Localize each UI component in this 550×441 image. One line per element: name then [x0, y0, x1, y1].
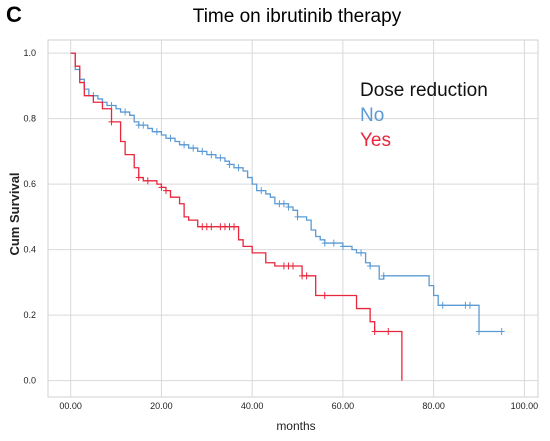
- plot-frame: [47, 39, 539, 398]
- censor-mark: [385, 327, 392, 335]
- series: [70, 52, 505, 381]
- legend-entry-no: No: [360, 105, 384, 126]
- censor-mark: [144, 177, 151, 185]
- x-tick-label: 40.00: [241, 401, 264, 411]
- censor-mark: [226, 160, 233, 168]
- censor-mark: [108, 102, 115, 110]
- x-tick-label: 100.00: [511, 401, 539, 411]
- censor-mark: [217, 154, 224, 162]
- censor-mark: [466, 301, 473, 309]
- chart-title: Time on ibrutinib therapy: [192, 6, 402, 27]
- censor-mark: [258, 187, 265, 195]
- x-tick-label: 60.00: [332, 401, 355, 411]
- y-tick-label: 0.2: [23, 310, 36, 320]
- axes: 0.0 0.2 0.4 0.6 0.8 1.0 00.00 20.00 40.00 60.00 80…: [23, 48, 538, 411]
- x-axis-title: months: [276, 419, 315, 433]
- censor-mark: [199, 147, 206, 155]
- censor-mark: [321, 291, 328, 299]
- series-yes: [70, 52, 403, 381]
- censor-mark: [190, 144, 197, 152]
- censor-mark: [285, 203, 292, 211]
- censor-mark: [181, 141, 188, 149]
- censor-mark: [303, 272, 310, 280]
- grid: [48, 40, 538, 397]
- y-tick-label: 1.0: [23, 48, 36, 58]
- censor-mark: [290, 262, 296, 270]
- y-axis-title: Cum Survival: [7, 172, 22, 255]
- censor-mark: [135, 174, 142, 182]
- legend-entry-yes: Yes: [360, 130, 391, 151]
- survival-curve-yes: [70, 52, 403, 381]
- censor-mark: [231, 223, 238, 231]
- censor-mark: [162, 187, 169, 195]
- censor-mark: [167, 134, 174, 142]
- panel-letter: C: [6, 2, 22, 27]
- series-no: [70, 52, 505, 335]
- censor-mark: [498, 327, 505, 335]
- censor-mark: [380, 272, 387, 280]
- y-tick-label: 0.6: [23, 179, 36, 189]
- censor-mark: [108, 118, 115, 126]
- censor-mark: [122, 108, 129, 116]
- censor-mark: [140, 121, 147, 129]
- censor-mark: [358, 249, 365, 257]
- x-tick-label: 00.00: [59, 401, 82, 411]
- censor-mark: [339, 242, 346, 250]
- censor-mark: [294, 213, 301, 221]
- y-tick-label: 0.0: [23, 376, 36, 386]
- censor-mark: [330, 239, 337, 247]
- censor-mark: [476, 327, 483, 335]
- x-tick-label: 80.00: [422, 401, 445, 411]
- legend: Dose reduction No Yes: [360, 80, 488, 151]
- x-tick-label: 20.00: [150, 401, 173, 411]
- censor-mark: [208, 151, 215, 159]
- legend-title: Dose reduction: [360, 80, 488, 101]
- censor-mark: [371, 327, 378, 335]
- censor-mark: [439, 301, 446, 309]
- censor-mark: [321, 239, 328, 247]
- censor-mark: [208, 223, 215, 231]
- plot-area: [47, 39, 539, 398]
- censor-mark: [235, 164, 242, 172]
- censor-mark: [158, 183, 165, 191]
- censor-mark: [153, 128, 160, 136]
- y-tick-label: 0.4: [23, 245, 36, 255]
- censor-mark: [367, 262, 374, 270]
- censor-mark: [280, 200, 287, 208]
- y-tick-label: 0.8: [23, 114, 36, 124]
